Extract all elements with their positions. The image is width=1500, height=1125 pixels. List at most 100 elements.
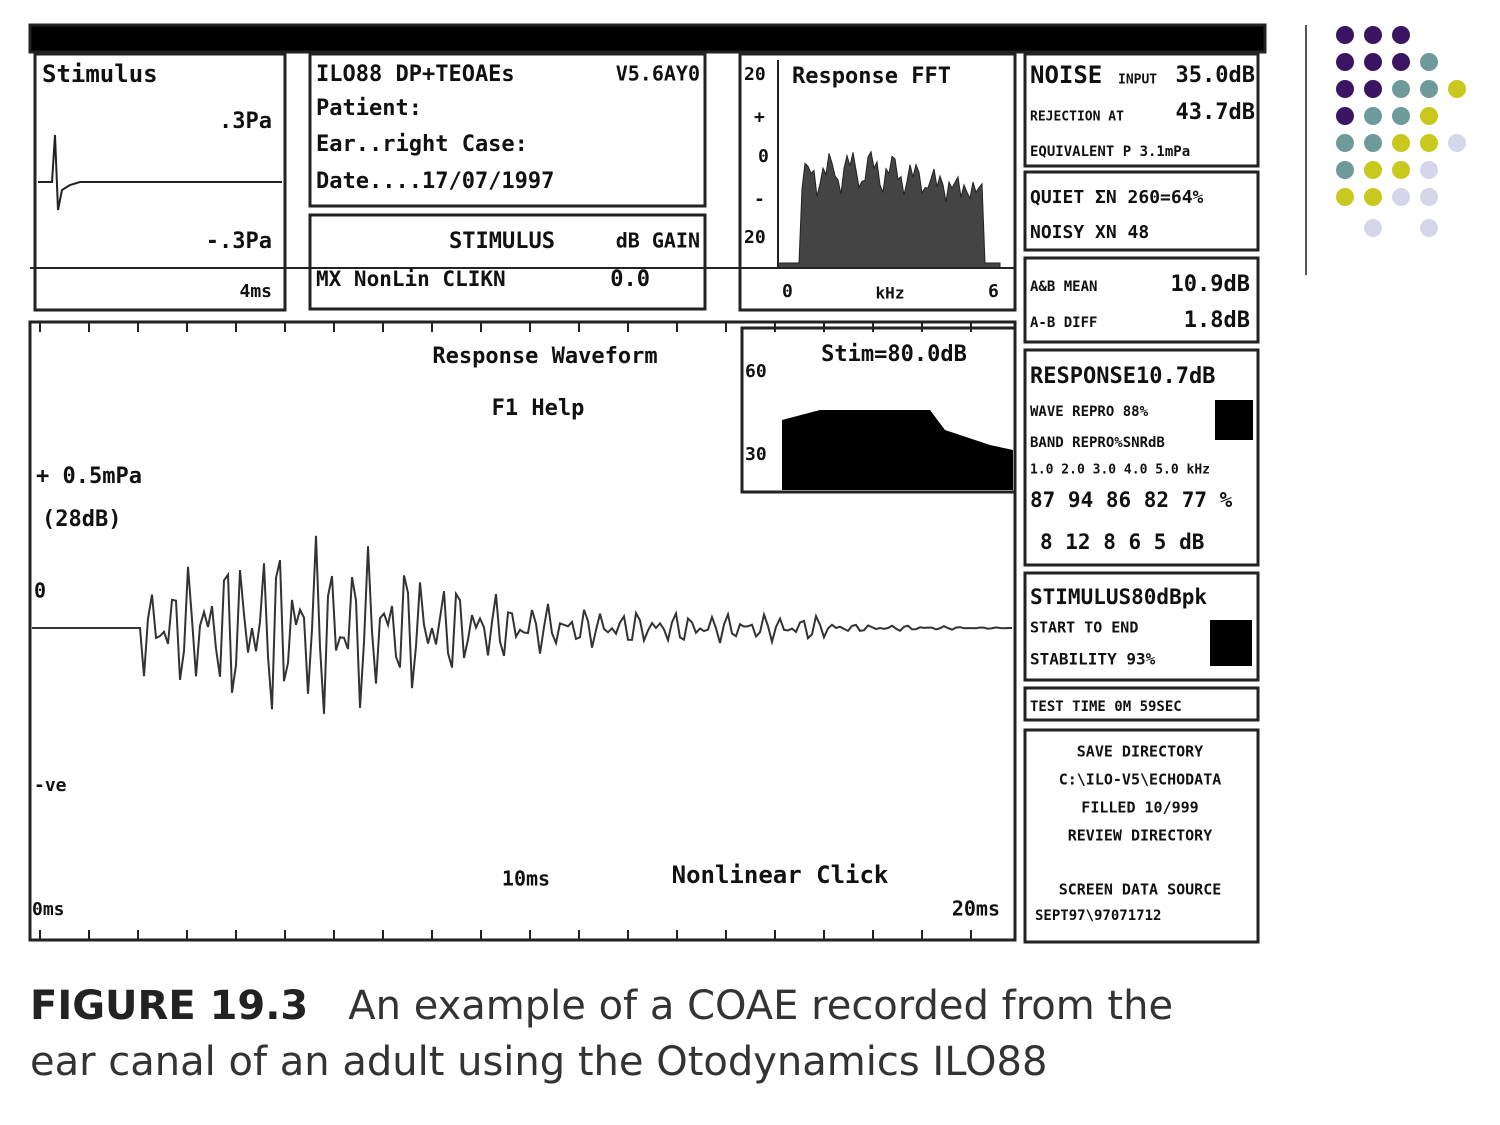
stimulus-trace <box>38 134 282 211</box>
label: 4ms <box>239 281 272 302</box>
label: + <box>754 107 765 128</box>
label: 6 <box>988 281 999 302</box>
label: Stimulus <box>42 60 158 88</box>
dot <box>1392 26 1410 44</box>
dot <box>1392 80 1410 98</box>
dot <box>1364 188 1382 206</box>
label: 35.0dB <box>1176 63 1255 88</box>
label: WAVE REPRO 88% <box>1030 404 1149 420</box>
dot <box>1364 161 1382 179</box>
label: .3Pa <box>219 109 272 134</box>
label: Date....17/07/1997 <box>316 169 554 194</box>
label: 0 <box>758 146 769 167</box>
dot <box>1364 26 1382 44</box>
label: STIMULUS <box>449 229 555 254</box>
label: STABILITY 93% <box>1030 650 1156 669</box>
dot <box>1392 53 1410 71</box>
label: REVIEW DIRECTORY <box>1068 827 1213 845</box>
label: SCREEN DATA SOURCE <box>1059 881 1222 899</box>
label: 10.9dB <box>1171 272 1250 297</box>
label: 87 94 86 82 77 % <box>1030 488 1233 512</box>
label: F1 Help <box>492 396 585 421</box>
stability-box <box>1210 620 1252 666</box>
label: MX NonLin CLIKN <box>316 267 506 291</box>
caption-text: An example of a COAE recorded from the e… <box>30 983 1174 1085</box>
label: + 0.5mPa <box>36 464 142 489</box>
label: 20 <box>744 64 766 85</box>
dot <box>1364 219 1382 237</box>
label: 1.0 2.0 3.0 4.0 5.0 kHz <box>1030 463 1210 478</box>
main-frame <box>28 320 1017 942</box>
dot <box>1448 80 1466 98</box>
label: RESPONSE10.7dB <box>1030 364 1215 389</box>
label: 0ms <box>32 899 65 920</box>
dot <box>1392 188 1410 206</box>
caption: FIGURE 19.3 An example of a COAE recorded… <box>30 978 1230 1090</box>
label: C:\ILO-V5\ECHODATA <box>1059 771 1222 789</box>
response-waveform <box>32 535 1013 714</box>
label: EQUIVALENT P 3.1mPa <box>1030 144 1190 160</box>
label: A-B DIFF <box>1030 315 1097 331</box>
label: 60 <box>745 361 767 382</box>
label: Patient: <box>316 96 422 121</box>
mean-frame <box>1023 256 1260 344</box>
label: QUIET ΣN 260=64% <box>1030 187 1204 208</box>
label: Stim=80.0dB <box>821 342 967 367</box>
caption-label: FIGURE 19.3 <box>30 983 309 1029</box>
dot <box>1420 107 1438 125</box>
label: REJECTION AT <box>1030 110 1124 125</box>
label: 20ms <box>952 897 1000 921</box>
label: -.3Pa <box>206 229 272 254</box>
stim-spectrum <box>782 410 1013 490</box>
dot <box>1336 53 1354 71</box>
dot <box>1392 134 1410 152</box>
gain-frame <box>308 213 707 311</box>
panel-frames <box>28 23 1307 944</box>
label: NOISE <box>1030 61 1102 89</box>
dot <box>1364 134 1382 152</box>
label: NOISY XN 48 <box>1030 222 1149 243</box>
repro-box <box>1215 400 1253 440</box>
label: Response FFT <box>792 64 951 89</box>
label: - <box>754 189 765 210</box>
dot <box>1336 161 1354 179</box>
stim-level-frame <box>740 326 1017 494</box>
label: STIMULUS80dBpk <box>1030 585 1207 609</box>
top-bar <box>28 23 1267 54</box>
stimulus-frame <box>33 52 287 312</box>
dot <box>1364 107 1382 125</box>
label: 20 <box>744 227 766 248</box>
dot <box>1364 80 1382 98</box>
label: Nonlinear Click <box>672 861 889 889</box>
info-frame <box>308 52 707 208</box>
label: 0 <box>782 281 793 302</box>
label: SEPT97\97071712 <box>1035 908 1161 924</box>
label: SAVE DIRECTORY <box>1077 743 1203 761</box>
label: FILLED 10/999 <box>1081 799 1198 817</box>
response-frame <box>1023 348 1260 567</box>
label: TEST TIME 0M 59SEC <box>1030 699 1182 715</box>
label: 0.0 <box>610 267 650 292</box>
fft-frame <box>738 52 1017 312</box>
fft-spectrum <box>777 150 1001 269</box>
label: 43.7dB <box>1176 100 1255 125</box>
dot <box>1336 134 1354 152</box>
dot <box>1392 161 1410 179</box>
label: Ear..right Case: <box>316 132 528 157</box>
dot <box>1448 134 1466 152</box>
dot <box>1392 107 1410 125</box>
stimulus-status-frame <box>1023 571 1260 682</box>
dot <box>1420 53 1438 71</box>
dot <box>1364 53 1382 71</box>
dot <box>1336 188 1354 206</box>
label: A&B MEAN <box>1030 279 1097 295</box>
label: INPUT <box>1118 73 1157 88</box>
dot <box>1420 80 1438 98</box>
label: 1.8dB <box>1184 308 1250 333</box>
label: (28dB) <box>42 507 121 532</box>
dot <box>1420 188 1438 206</box>
label: dB GAIN <box>616 229 700 253</box>
dot <box>1420 134 1438 152</box>
directory-frame <box>1023 728 1260 944</box>
